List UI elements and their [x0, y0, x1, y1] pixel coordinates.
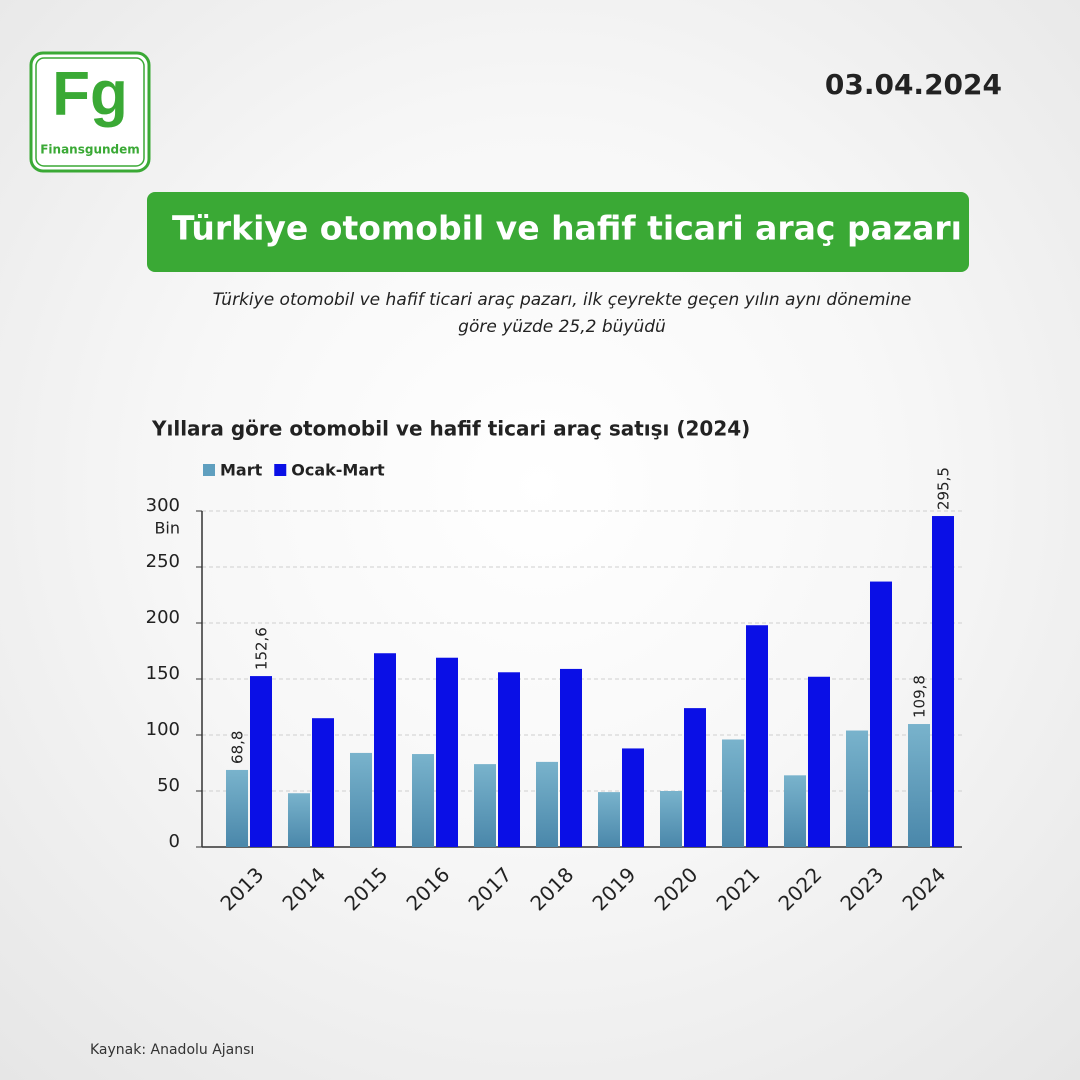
x-tick-label: 2015 [339, 862, 392, 915]
bar [808, 676, 830, 847]
legend-label: Mart [220, 461, 263, 480]
logo-mark: Fg [52, 59, 128, 128]
bar [536, 761, 558, 847]
chart: 0 50 100 150 200 250 300 Mart Ocak-Mart 2013 68,8 1… [146, 461, 962, 915]
x-tick-label: 2023 [835, 862, 888, 915]
value-label: 68,8 [229, 731, 247, 764]
bar [288, 793, 310, 847]
y-tick-label: 0 [169, 831, 180, 852]
bar [622, 748, 644, 847]
bar [498, 672, 520, 847]
logo-inner-frame [35, 57, 145, 167]
bar [350, 752, 372, 847]
logo-frame [29, 51, 151, 173]
logo: Fg Finansgundem [29, 51, 151, 173]
x-tick-label: 2021 [711, 862, 764, 915]
headline-box [147, 192, 969, 272]
bar [908, 724, 930, 847]
subtitle-line: Türkiye otomobil ve hafif ticari araç pa… [213, 290, 912, 310]
bar [598, 792, 620, 847]
y-tick-label: 300 [146, 495, 180, 516]
x-tick-label: 2016 [401, 862, 454, 915]
y-tick-label: 200 [146, 607, 180, 628]
bar [474, 764, 496, 847]
legend-swatch [274, 464, 287, 476]
y-unit: Bin [154, 519, 180, 538]
bar [684, 708, 706, 847]
x-tick-label: 2013 [215, 862, 268, 915]
source: Kaynak: Anadolu Ajansı [90, 1042, 254, 1058]
bar [870, 581, 892, 847]
bar [250, 676, 272, 847]
value-label: 295,5 [935, 467, 953, 510]
bar [722, 739, 744, 847]
subtitle-line: göre yüzde 25,2 büyüdü [458, 317, 666, 337]
date: 03.04.2024 [825, 68, 1002, 101]
y-tick-label: 100 [146, 719, 180, 740]
bar [746, 625, 768, 847]
x-tick-label: 2022 [773, 862, 826, 915]
y-tick-label: 50 [157, 775, 180, 796]
bar [660, 791, 682, 847]
logo-name: Finansgundem [40, 143, 140, 157]
legend-swatch [203, 464, 215, 476]
bar [560, 668, 582, 847]
legend-label: Ocak-Mart [291, 461, 385, 480]
value-label: 152,6 [253, 627, 271, 670]
value-label: 109,8 [911, 675, 929, 718]
y-tick-label: 150 [146, 663, 180, 684]
bar [374, 653, 396, 847]
x-tick-label: 2018 [525, 862, 578, 915]
bar [226, 769, 248, 847]
bar [312, 718, 334, 847]
chart-title: Yıllara göre otomobil ve hafif ticari ar… [151, 417, 750, 441]
x-tick-label: 2019 [587, 862, 640, 915]
bar [784, 775, 806, 847]
bar [846, 730, 868, 847]
bar [436, 657, 458, 847]
bar [932, 516, 954, 847]
x-tick-label: 2014 [277, 862, 330, 915]
bar [412, 754, 434, 847]
x-tick-label: 2020 [649, 862, 702, 915]
headline: Türkiye otomobil ve hafif ticari araç pa… [172, 209, 962, 248]
y-tick-label: 250 [146, 551, 180, 572]
x-tick-label: 2024 [897, 862, 950, 915]
x-tick-label: 2017 [463, 862, 516, 915]
